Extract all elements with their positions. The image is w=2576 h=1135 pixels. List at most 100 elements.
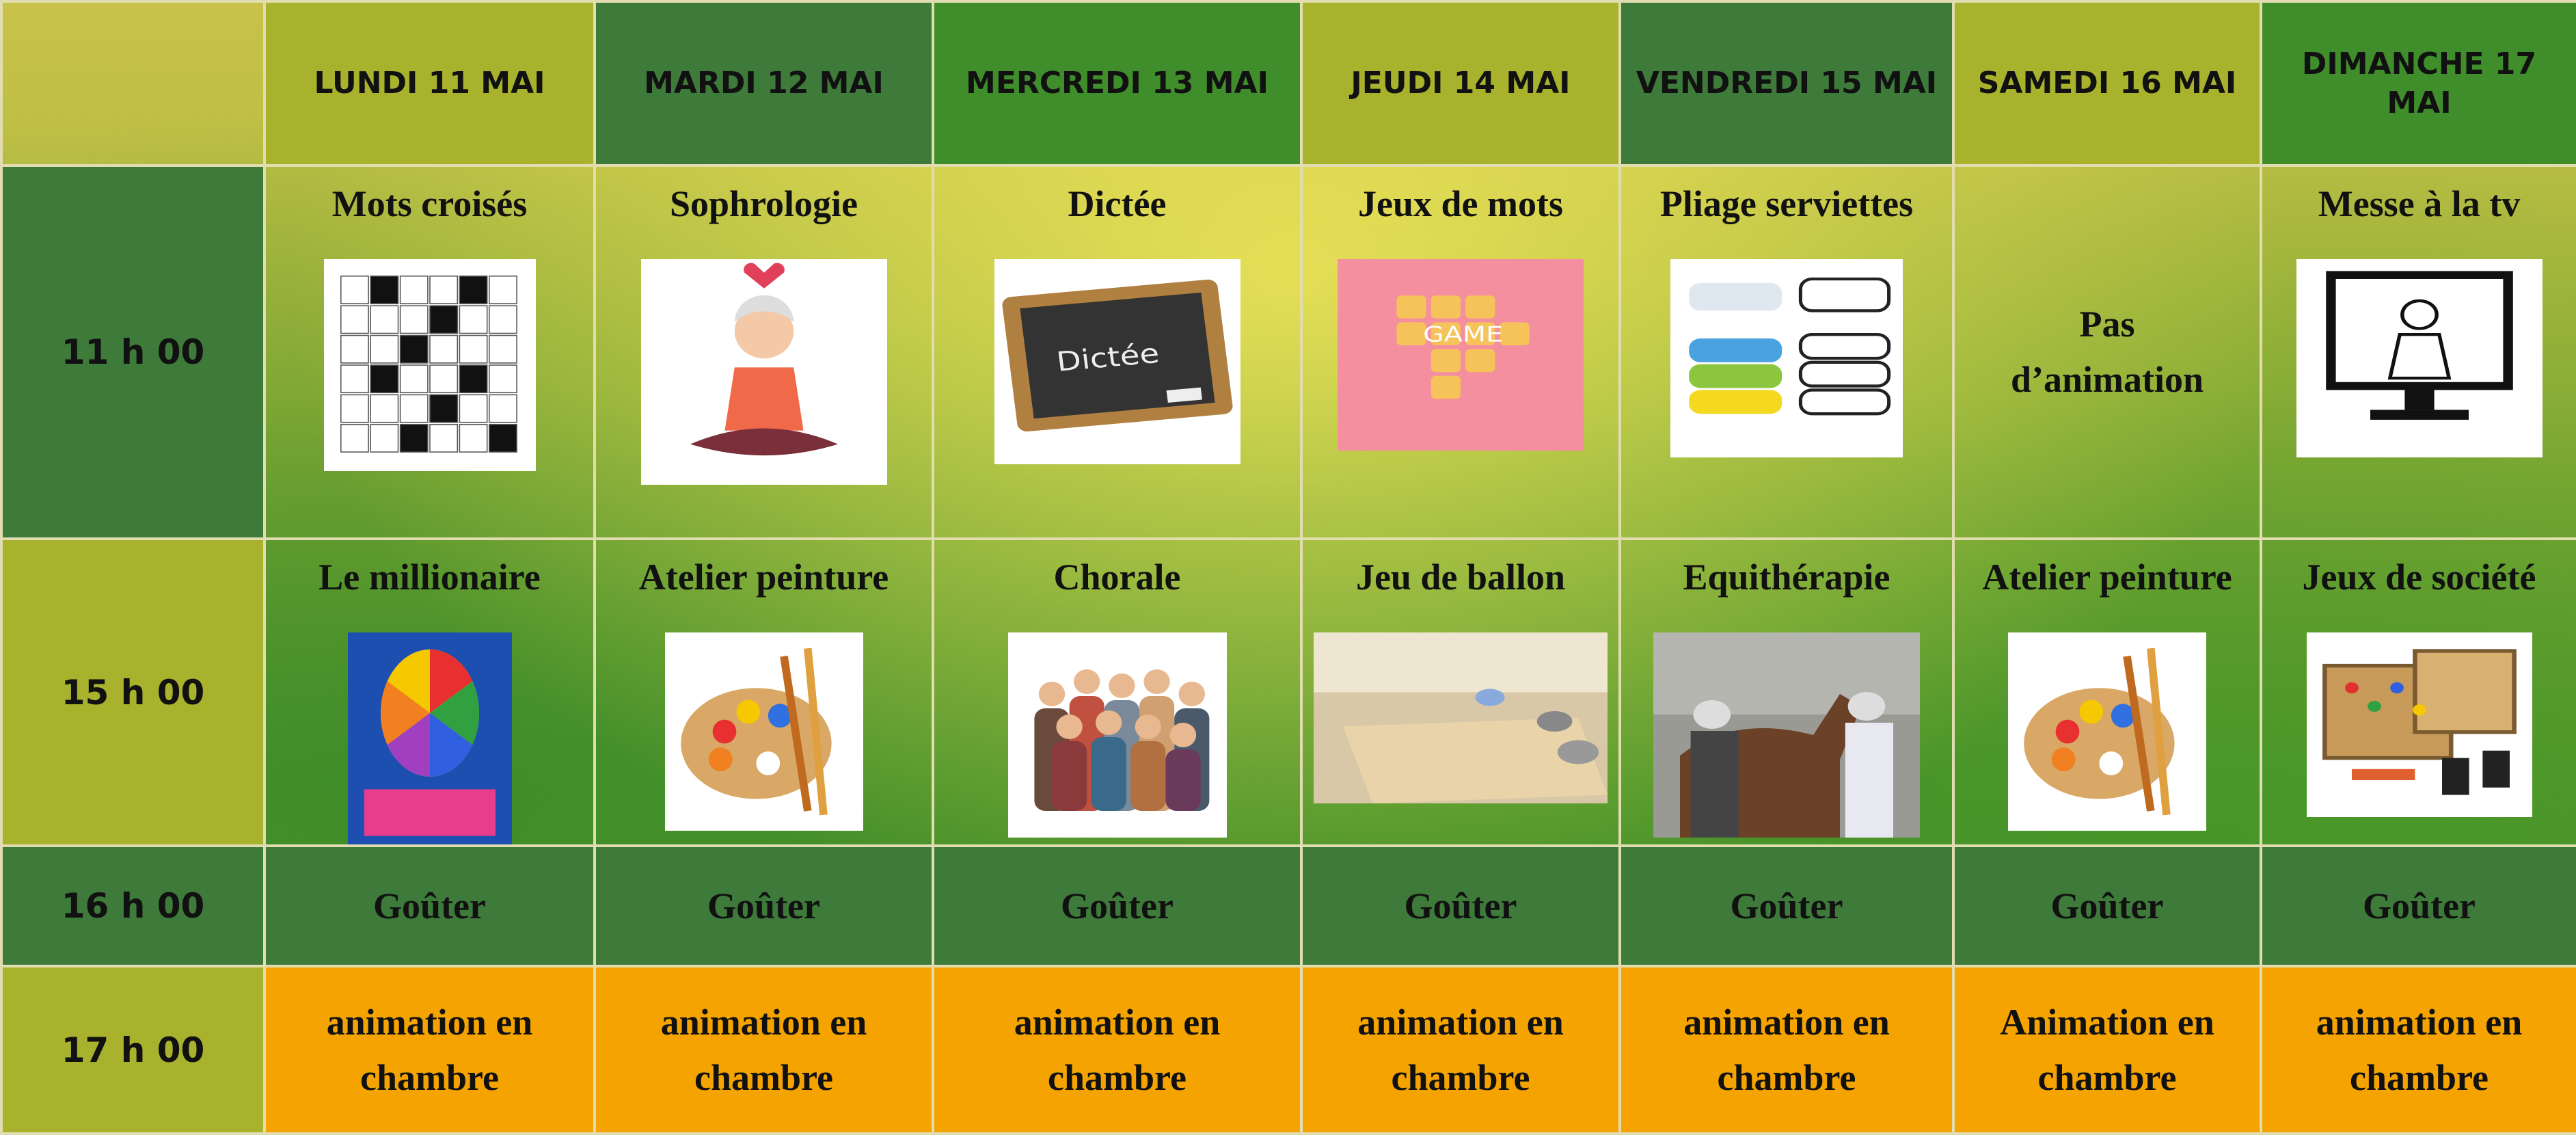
activity-label: Animation en chambre (2000, 1001, 2214, 1098)
picture-shape (1689, 282, 1782, 311)
picture-shape (1055, 715, 1083, 739)
picture-shape (1689, 338, 1782, 362)
day-header: DIMANCHE 17 MAI (2260, 0, 2576, 167)
picture-shape (1095, 710, 1122, 735)
activity-label: Pliage serviettes (1659, 183, 1914, 224)
activity-label: Atelier peinture (1982, 557, 2232, 598)
activity-cell: Pliage serviettes (1618, 164, 1955, 540)
picture-shape (399, 305, 429, 334)
picture-shape (2389, 682, 2404, 694)
picture-shape (369, 394, 398, 423)
picture-shape (2099, 751, 2124, 775)
picture-shape (1557, 740, 1599, 764)
picture-shape (2051, 747, 2076, 771)
picture-shape (1396, 295, 1426, 319)
picture-shape (369, 305, 398, 334)
time-row: 17 h 00 animation en chambre animation en … (0, 965, 2576, 1135)
activity-cell: Goûter (1300, 844, 1621, 967)
activity-cell: Goûter (263, 844, 596, 967)
picture-shape (399, 276, 429, 304)
picture-shape (459, 424, 487, 453)
picture-shape (429, 276, 458, 304)
activity-cell: Goûter (593, 844, 934, 967)
picture-shape (803, 647, 828, 816)
picture-shape (2147, 647, 2171, 816)
activity-cell: animation en chambre (932, 965, 1303, 1135)
picture-shape (429, 424, 458, 453)
picture-shape (2387, 333, 2451, 380)
activity-label: Jeux de société (2302, 557, 2536, 598)
picture-shape (1465, 349, 1495, 373)
picture-shape (1178, 682, 1205, 706)
picture-shape (429, 712, 472, 777)
picture-shape (1431, 349, 1461, 373)
activity-cell: animation en chambre (1300, 965, 1621, 1135)
picture-shape (1130, 741, 1165, 811)
activity-label: Goûter (1404, 885, 1517, 926)
activity-label: Goûter (1730, 885, 1843, 926)
activity-cell: Jeu de ballon (1300, 537, 1621, 847)
picture-shape (1038, 682, 1065, 706)
picture-shape (1475, 689, 1505, 706)
activity-picture: Dictée (994, 259, 1240, 464)
picture-shape (1798, 388, 1891, 416)
picture-shape (340, 334, 369, 364)
activity-picture (2008, 632, 2206, 831)
picture-shape (1091, 737, 1126, 811)
picture-shape (1169, 723, 1196, 747)
time-cell: 11 h 00 (0, 164, 266, 540)
activity-label: Pas d’animation (2010, 304, 2204, 400)
picture-shape (340, 276, 369, 304)
picture-shape (2367, 700, 2381, 712)
picture-shape (429, 681, 479, 745)
time-cell: 17 h 00 (0, 965, 266, 1135)
picture-shape (724, 367, 804, 431)
picture-shape (488, 364, 517, 394)
picture-shape (1166, 387, 1202, 403)
picture-shape (369, 276, 398, 304)
activity-picture (640, 259, 887, 485)
time-row: 16 h 00 Goûter Goûter Goûter Goûter Goûter Goû… (0, 844, 2576, 967)
picture-shape (399, 394, 429, 423)
picture-shape (779, 655, 812, 812)
picture-shape (488, 305, 517, 334)
picture-shape (2055, 719, 2080, 744)
activity-cell: Mots croisés (263, 164, 596, 540)
day-header: MARDI 12 MAI (593, 0, 934, 167)
picture-shape (1536, 711, 1573, 732)
activity-label: animation en chambre (2316, 1001, 2523, 1098)
picture-shape (459, 364, 487, 394)
activity-label: Goûter (707, 885, 820, 926)
time-row: 11 h 00 Mots croisés Sophrologie Dictée Dict… (0, 164, 2576, 540)
activity-label: Equithérapie (1683, 557, 1890, 598)
activity-cell: animation en chambre (2260, 965, 2576, 1135)
activity-cell: animation en chambre (1618, 965, 1955, 1135)
picture-shape (2325, 271, 2513, 390)
picture-shape (2412, 704, 2426, 716)
picture-shape (1343, 718, 1608, 803)
activity-cell: Pas d’animation (1952, 164, 2262, 540)
picture-shape (459, 305, 487, 334)
picture-shape (2370, 410, 2469, 420)
picture-shape (1500, 322, 1530, 345)
activity-cell: Goûter (1952, 844, 2262, 967)
picture-shape (429, 305, 458, 334)
activity-label: animation en chambre (1357, 1001, 1564, 1098)
picture-shape (380, 681, 430, 745)
activity-cell: Equithérapie (1618, 537, 1955, 847)
activity-cell: Sophrologie (593, 164, 934, 540)
picture-shape (734, 304, 794, 359)
picture-shape (712, 719, 736, 744)
time-row: 15 h 00 Le millionaire Atelier peinture Cho… (0, 537, 2576, 847)
picture-shape (1690, 731, 1739, 838)
time-cell: 16 h 00 (0, 844, 266, 967)
picture-shape (399, 364, 429, 394)
picture-shape (743, 263, 785, 289)
day-label: MARDI 12 MAI (644, 66, 884, 101)
picture-shape (399, 334, 429, 364)
picture-shape (369, 424, 398, 453)
picture-shape (1431, 375, 1461, 399)
day-label: LUNDI 11 MAI (314, 66, 545, 101)
